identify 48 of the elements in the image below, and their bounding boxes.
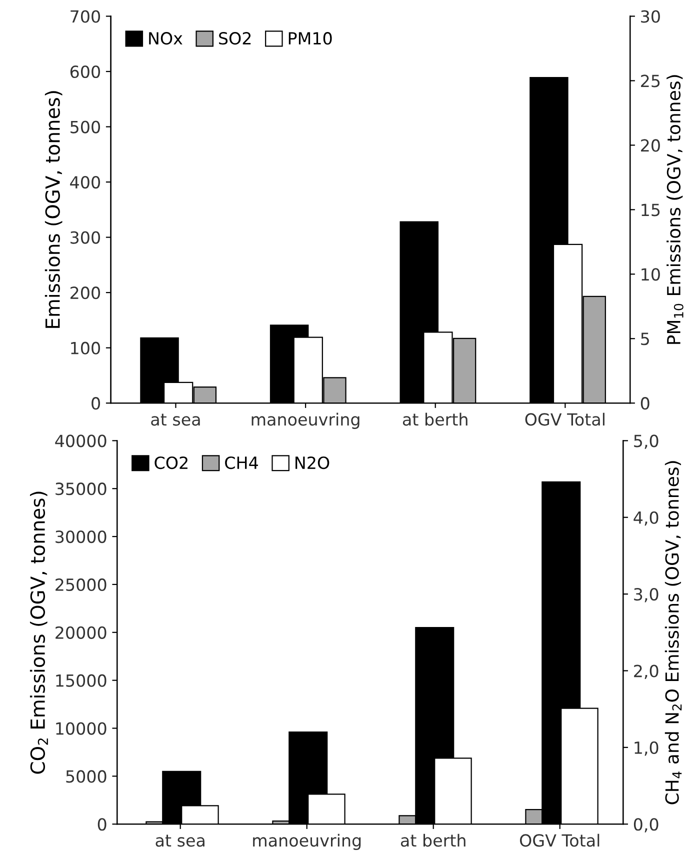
y2-tick-label: 5 <box>641 332 649 346</box>
y2-tick-label: 4,0 <box>634 511 658 526</box>
legend-label: PM10 <box>288 32 332 45</box>
y-tick-label: 600 <box>70 65 100 78</box>
y2-tick-label: 30 <box>641 10 660 23</box>
y-tick-label: 35000 <box>56 482 106 496</box>
y-tick-label: 300 <box>70 231 100 244</box>
y2-tick-label: 20 <box>641 139 660 152</box>
y-tick-label: 15000 <box>56 674 106 687</box>
legend-label: SO2 <box>219 32 251 45</box>
x-tick-label: manoeuvring <box>252 412 360 429</box>
y-axis-title: Emissions (OGV, tonnes) <box>44 91 62 328</box>
y2-tick-label: 10 <box>642 268 660 281</box>
y2-axis-title: CH$_{4}$ and N$_{2}$O Emissions (OGV, tonnes) <box>664 461 682 804</box>
y2-axis-title: PM$_{10}$ Emissions (OGV, tonnes) <box>666 75 684 344</box>
y2-tick-label: 0,0 <box>634 818 658 832</box>
y2-tick-label: 25 <box>641 74 660 88</box>
legend-label: CO2 <box>154 456 188 470</box>
y-tick-label: 20000 <box>56 626 106 639</box>
legend-label: N2O <box>296 456 330 470</box>
y-tick-label: 200 <box>70 286 100 300</box>
y-tick-label: 5000 <box>66 770 106 783</box>
x-tick-label: manoeuvring <box>253 834 361 850</box>
x-tick-label: at berth <box>402 412 468 426</box>
y2-tick-label: 15 <box>642 204 660 216</box>
y2-tick-label: 3,0 <box>634 588 658 602</box>
x-tick-label: OGV Total <box>520 834 600 847</box>
x-tick-label: OGV Total <box>525 412 604 426</box>
y-tick-label: 40000 <box>55 434 106 448</box>
y-tick-label: 100 <box>71 342 100 354</box>
x-tick-label: at sea <box>156 834 204 847</box>
x-tick-label: at berth <box>400 834 466 847</box>
y-tick-label: 0 <box>98 818 106 831</box>
legend-label: CH4 <box>225 456 258 470</box>
y-tick-label: 10000 <box>56 722 106 735</box>
legend-label: NOx <box>149 32 182 45</box>
y2-tick-label: 2,0 <box>634 664 658 679</box>
y-axis-title: CO$_{2}$ Emissions (OGV, tonnes) <box>30 492 48 774</box>
y-tick-label: 400 <box>70 176 100 189</box>
y2-tick-label: 1,0 <box>634 741 658 756</box>
y2-tick-label: 5,0 <box>634 434 658 449</box>
y-tick-label: 500 <box>70 120 100 134</box>
y-tick-label: 30000 <box>56 530 106 544</box>
y-tick-label: 0 <box>92 397 100 410</box>
y-tick-label: 25000 <box>56 578 106 592</box>
y-tick-label: 700 <box>70 10 100 23</box>
x-tick-label: at sea <box>151 414 200 426</box>
y2-tick-label: 0 <box>640 397 650 410</box>
